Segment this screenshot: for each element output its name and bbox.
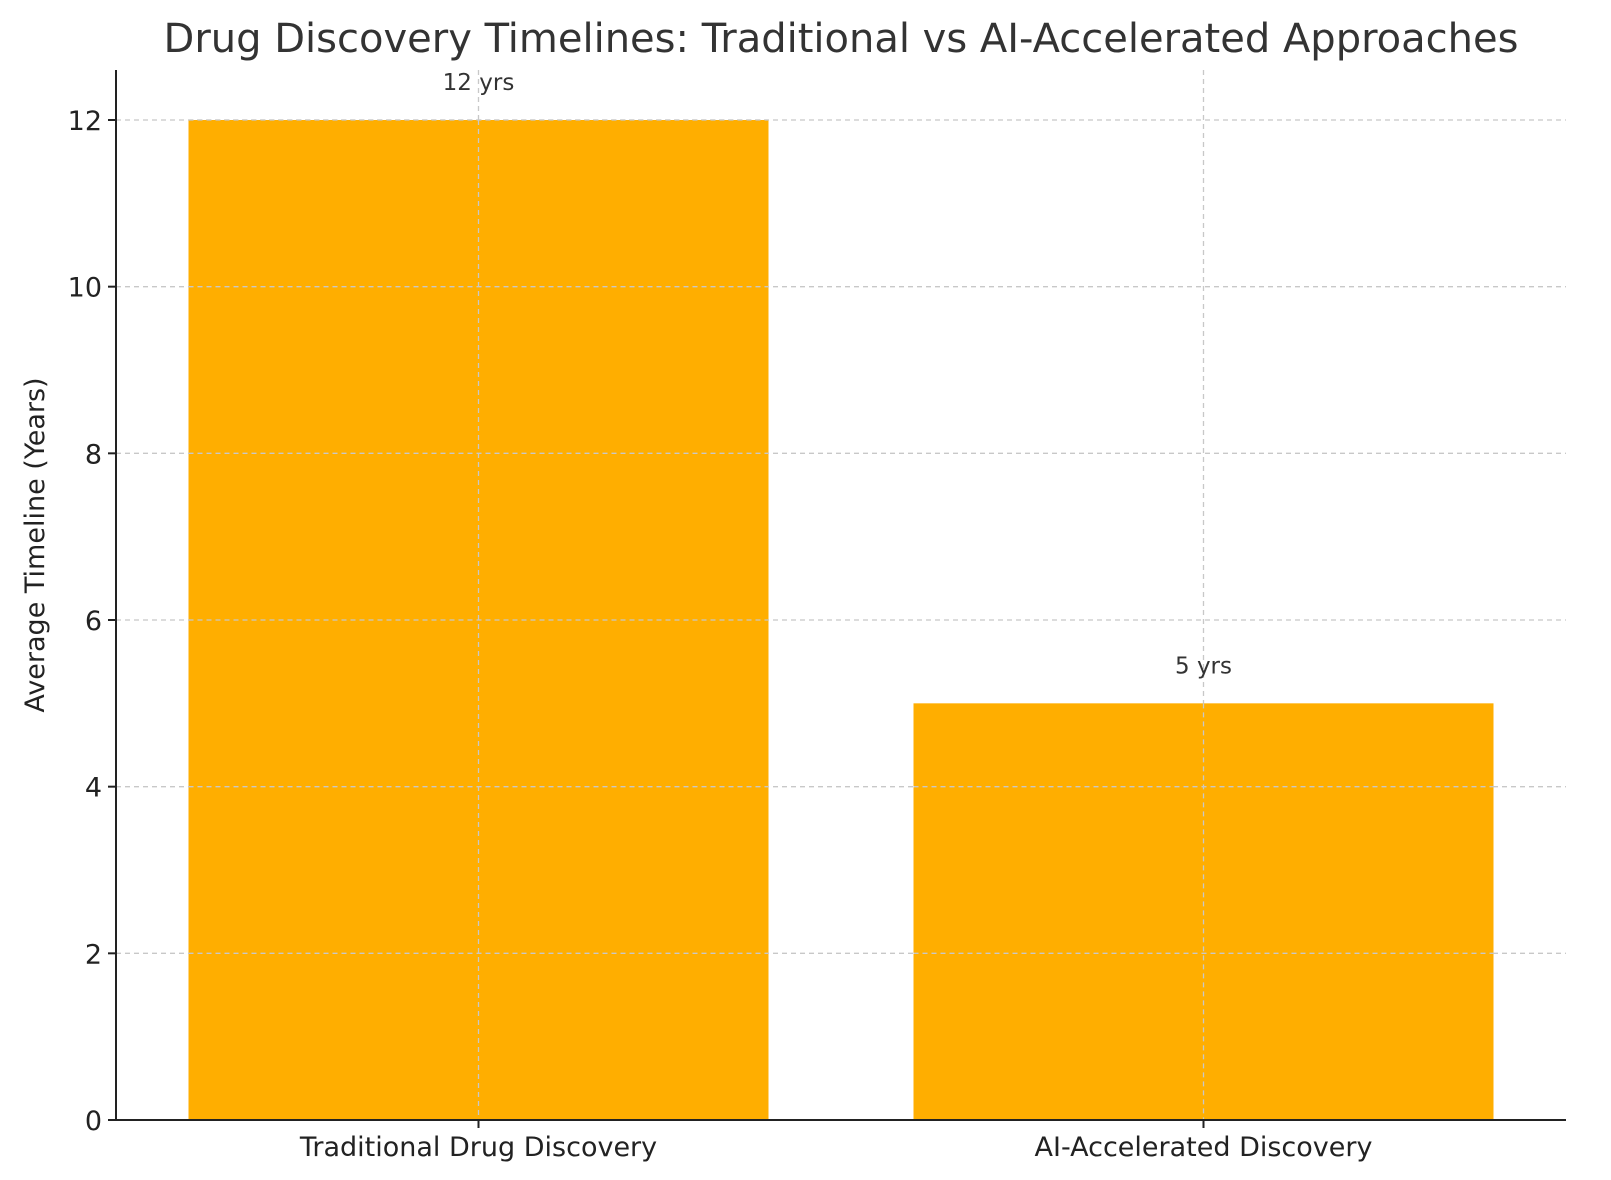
- y-tick-label: 10: [68, 273, 102, 304]
- y-tick-label: 8: [85, 439, 102, 470]
- x-tick-label: Traditional Drug Discovery: [299, 1132, 657, 1163]
- y-axis-title: Average Timeline (Years): [20, 377, 51, 712]
- ticks: 0 2 4 6 8 10 12 Traditional Drug Discovery AI-Ac…: [68, 106, 1373, 1163]
- bar-value-label: 12 yrs: [443, 70, 515, 96]
- bar-value-label: 5 yrs: [1175, 653, 1232, 679]
- y-tick-label: 6: [85, 606, 102, 637]
- x-tick-label: AI-Accelerated Discovery: [1035, 1132, 1373, 1163]
- axes: [115, 70, 1566, 1121]
- y-tick-label: 0: [85, 1106, 102, 1137]
- y-tick-label: 12: [68, 106, 102, 137]
- y-tick-label: 4: [85, 773, 102, 804]
- y-tick-label: 2: [85, 939, 102, 970]
- data-labels: 12 yrs 5 yrs: [443, 70, 1232, 679]
- bars: [188, 119, 1494, 1120]
- chart-title: Drug Discovery Timelines: Traditional vs…: [164, 16, 1519, 62]
